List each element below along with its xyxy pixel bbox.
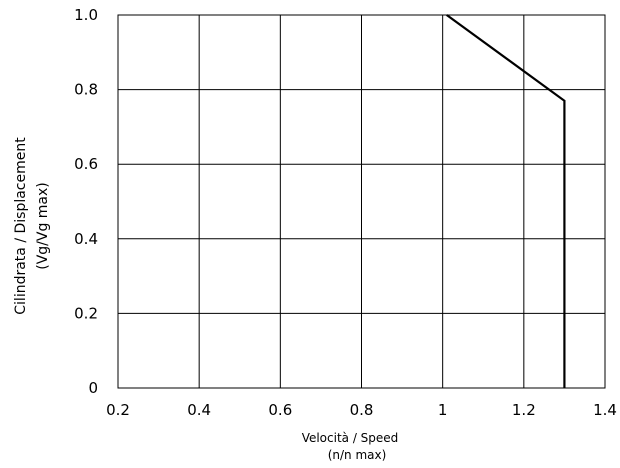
grid [117, 14, 606, 389]
y-axis-title-line-1: Cilindrata / Displacement [13, 137, 29, 315]
x-tick-label: 1.2 [512, 401, 536, 419]
y-tick-label: 0.2 [74, 304, 98, 322]
series-group [446, 14, 566, 388]
x-tick-labels: 0.2 0.4 0.6 0.8 1 1.2 1.4 [106, 401, 617, 419]
y-tick-label: 0.4 [74, 230, 98, 248]
x-tick-label: 1.4 [593, 401, 617, 419]
series-line [446, 14, 566, 388]
y-tick-label: 0.6 [74, 155, 98, 173]
y-tick-label: 0.8 [74, 81, 98, 99]
x-tick-label: 0.8 [350, 401, 374, 419]
x-axis-title-line-1: Velocità / Speed [302, 431, 399, 445]
x-tick-label: 0.4 [187, 401, 211, 419]
x-tick-label: 0.6 [268, 401, 292, 419]
y-tick-label: 0 [88, 379, 98, 397]
plot-frame [117, 14, 606, 389]
x-axis-title-line-2: (n/n max) [328, 448, 387, 462]
y-tick-labels: 0 0.2 0.4 0.6 0.8 1.0 [74, 6, 98, 397]
x-tick-label: 1 [438, 401, 448, 419]
x-tick-label: 0.2 [106, 401, 130, 419]
y-tick-label: 1.0 [74, 6, 98, 24]
y-axis-title-line-2: (Vg/Vg max) [35, 182, 51, 270]
